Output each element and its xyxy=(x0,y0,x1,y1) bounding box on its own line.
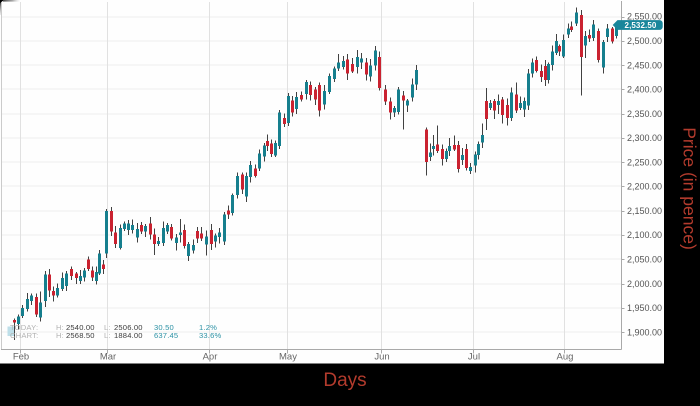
svg-text:CHART:: CHART: xyxy=(10,331,38,340)
svg-text:30.50: 30.50 xyxy=(154,323,174,332)
svg-text:2540.00: 2540.00 xyxy=(66,323,95,332)
svg-text:Jul: Jul xyxy=(468,352,480,363)
svg-text:2,150.00: 2,150.00 xyxy=(627,206,662,216)
svg-text:Price (in pence): Price (in pence) xyxy=(680,127,700,250)
svg-text:L:: L: xyxy=(104,323,111,332)
svg-text:2568.50: 2568.50 xyxy=(66,331,95,340)
svg-text:2,350.00: 2,350.00 xyxy=(627,109,662,119)
svg-text:2,250.00: 2,250.00 xyxy=(627,157,662,167)
svg-text:1,900.00: 1,900.00 xyxy=(627,327,662,337)
svg-text:L:: L: xyxy=(104,331,111,340)
svg-text:33.6%: 33.6% xyxy=(199,331,221,340)
svg-text:2,400.00: 2,400.00 xyxy=(627,85,662,95)
svg-text:2,100.00: 2,100.00 xyxy=(627,230,662,240)
svg-text:Feb: Feb xyxy=(13,352,29,363)
svg-text:2,300.00: 2,300.00 xyxy=(627,133,662,143)
svg-text:637.45: 637.45 xyxy=(154,331,178,340)
svg-text:H:: H: xyxy=(56,323,64,332)
svg-text:H:: H: xyxy=(56,331,64,340)
svg-text:1.2%: 1.2% xyxy=(199,323,217,332)
svg-text:2506.00: 2506.00 xyxy=(114,323,143,332)
svg-text:Apr: Apr xyxy=(203,352,218,363)
svg-text:TODAY:: TODAY: xyxy=(10,323,38,332)
svg-text:Mar: Mar xyxy=(100,352,116,363)
svg-text:Jun: Jun xyxy=(374,352,389,363)
svg-text:2,200.00: 2,200.00 xyxy=(627,182,662,192)
svg-text:2,050.00: 2,050.00 xyxy=(627,255,662,265)
svg-text:Aug: Aug xyxy=(557,352,574,363)
svg-text:1884.00: 1884.00 xyxy=(114,331,143,340)
svg-text:2,000.00: 2,000.00 xyxy=(627,279,662,289)
svg-text:2,500.00: 2,500.00 xyxy=(627,36,662,46)
svg-text:1,950.00: 1,950.00 xyxy=(627,303,662,313)
svg-text:2,532.50: 2,532.50 xyxy=(625,21,657,30)
svg-text:May: May xyxy=(279,352,297,363)
svg-text:2,450.00: 2,450.00 xyxy=(627,60,662,70)
svg-text:2,550.00: 2,550.00 xyxy=(627,12,662,22)
svg-text:Days: Days xyxy=(323,370,366,391)
